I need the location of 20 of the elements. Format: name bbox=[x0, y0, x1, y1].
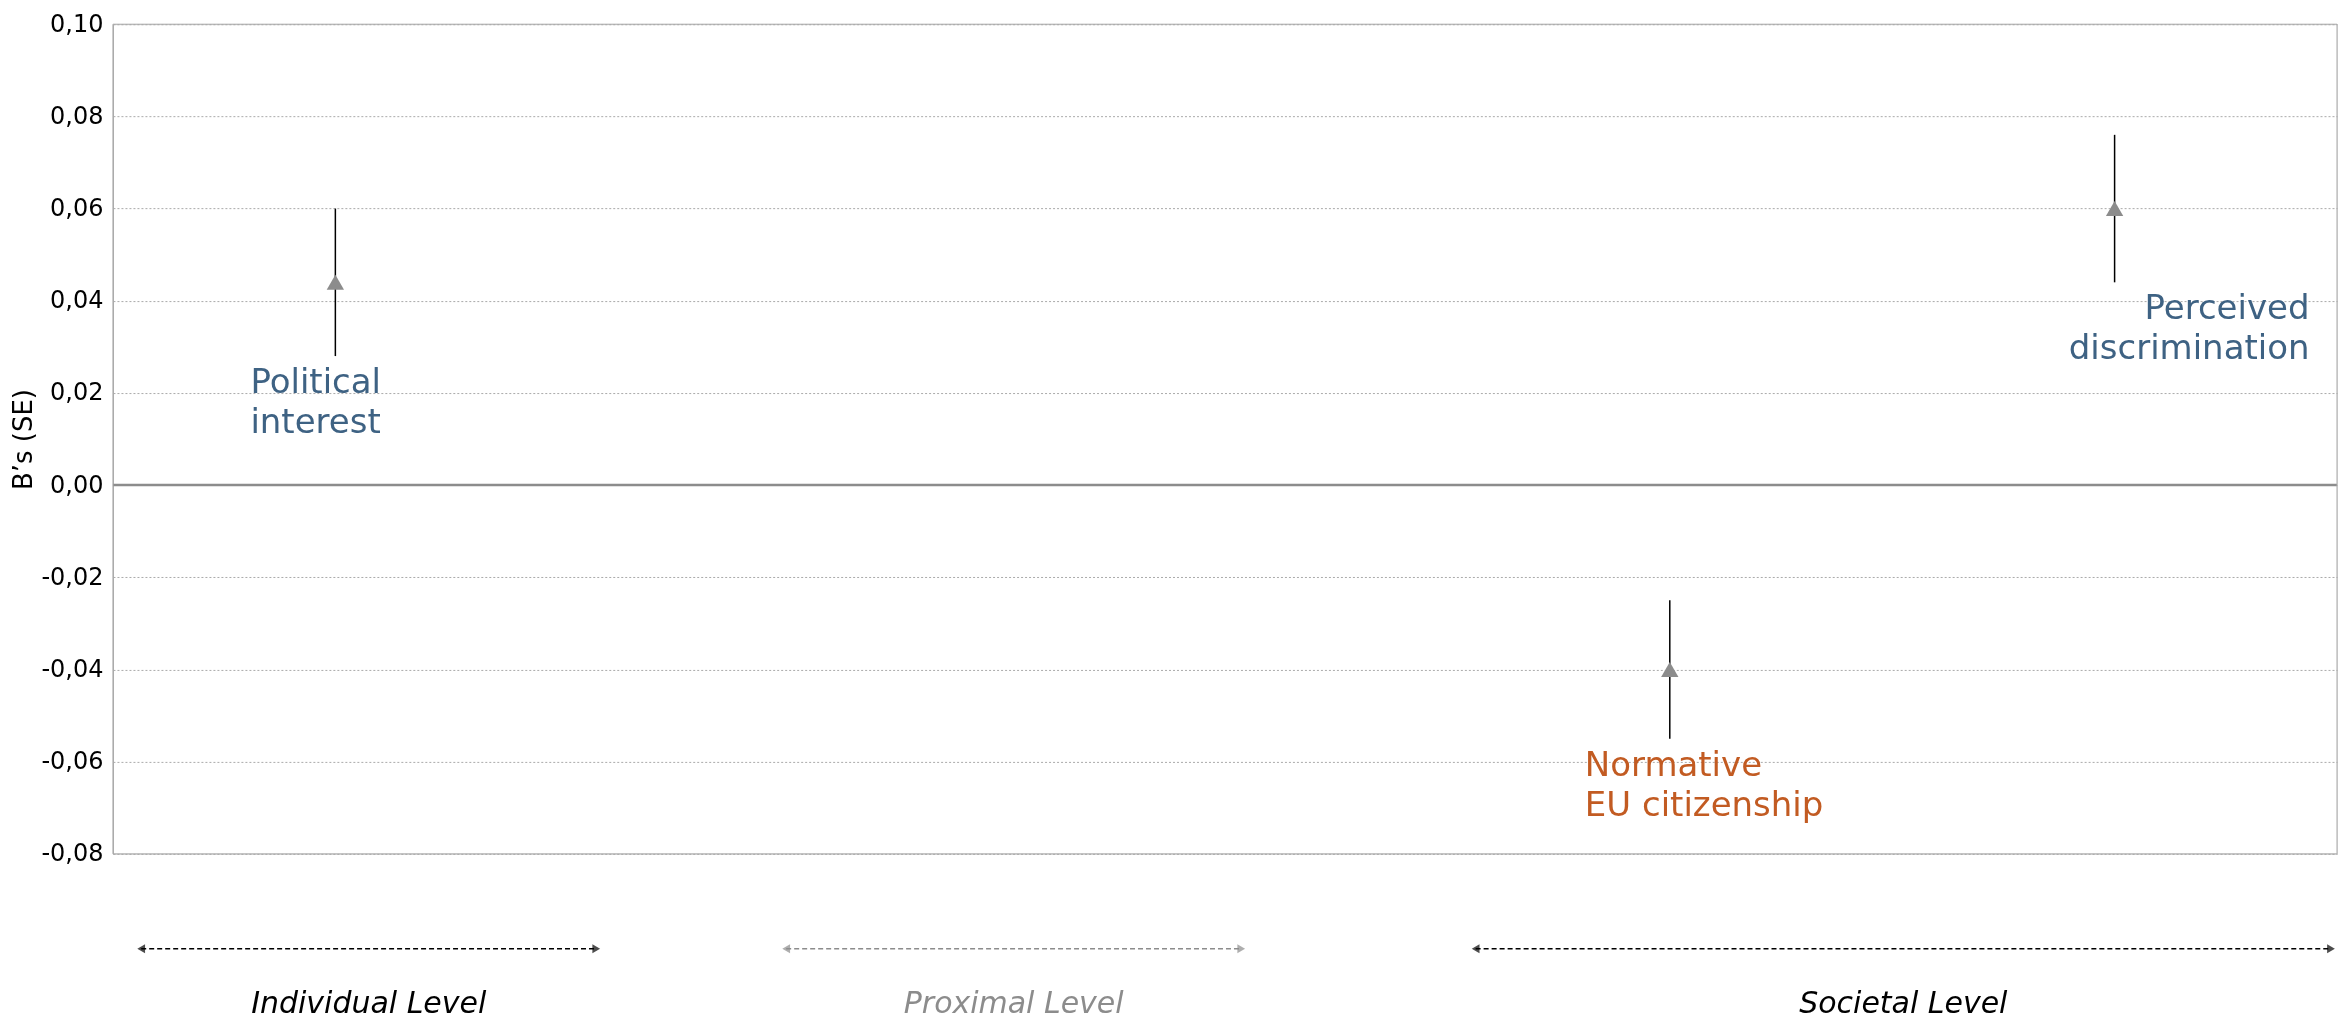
y-tick-label: -0,04 bbox=[41, 654, 104, 683]
y-tick-label: -0,02 bbox=[41, 562, 104, 591]
y-tick-label: 0,00 bbox=[50, 470, 104, 499]
text: Proximal Level bbox=[903, 984, 1125, 1017]
y-axis-title: B’s (SE) bbox=[8, 389, 39, 491]
text: Perceived discrimination bbox=[2068, 287, 2310, 368]
text: Societal Level bbox=[1799, 984, 2009, 1017]
text: Normative EU citizenship bbox=[1584, 743, 1824, 824]
y-tick-label: 0,02 bbox=[50, 378, 104, 407]
y-tick-label: 0,08 bbox=[50, 101, 104, 130]
y-tick-label: 0,10 bbox=[50, 9, 104, 38]
y-tick-label: 0,04 bbox=[50, 286, 104, 315]
text: Individual Level bbox=[251, 984, 487, 1017]
y-tick-label: -0,08 bbox=[41, 839, 104, 868]
text: Political interest bbox=[250, 361, 382, 442]
point bbox=[2105, 201, 2124, 217]
point bbox=[1661, 661, 1679, 677]
point bbox=[326, 274, 345, 290]
y-tick-label: -0,06 bbox=[41, 747, 104, 776]
y-tick-label: 0,06 bbox=[50, 194, 104, 223]
